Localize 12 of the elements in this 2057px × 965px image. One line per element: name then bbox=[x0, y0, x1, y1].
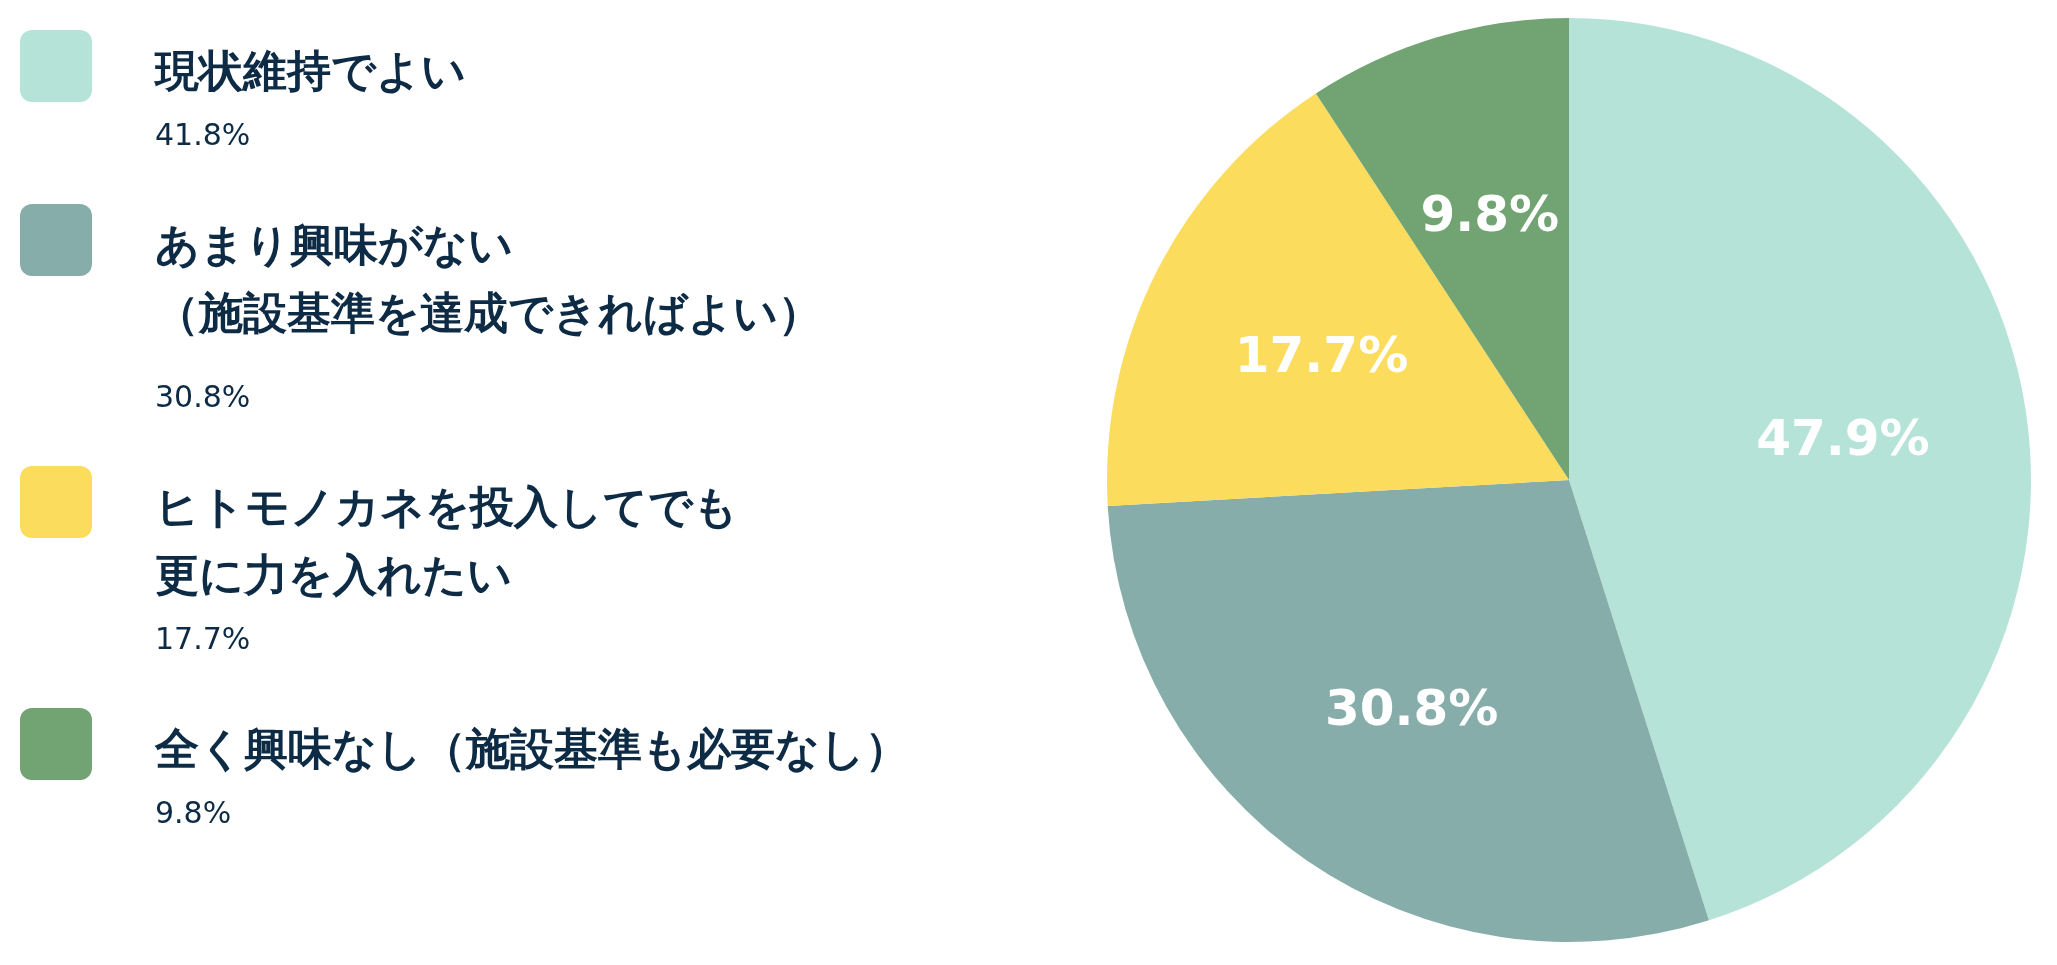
text: 41.8% bbox=[155, 116, 251, 152]
legend-label: ヒトモノカネを投入してでも更に力を入れたい bbox=[155, 480, 738, 600]
text: 30.8% bbox=[155, 378, 251, 414]
data-label: 30.8% bbox=[1324, 679, 1499, 738]
legend-label: あまり興味がない（施設基準を達成できればよい） bbox=[155, 218, 822, 338]
text: 17.7% bbox=[155, 620, 251, 656]
legend-label: 全く興味なし（施設基準も必要なし） bbox=[154, 722, 909, 774]
text: 9.8% bbox=[155, 794, 232, 830]
data-label: 17.7% bbox=[1234, 326, 1409, 385]
legend-label: 現状維持でよい bbox=[153, 44, 466, 96]
data-label: 9.8% bbox=[1420, 185, 1560, 244]
data-label: 47.9% bbox=[1756, 408, 1930, 467]
